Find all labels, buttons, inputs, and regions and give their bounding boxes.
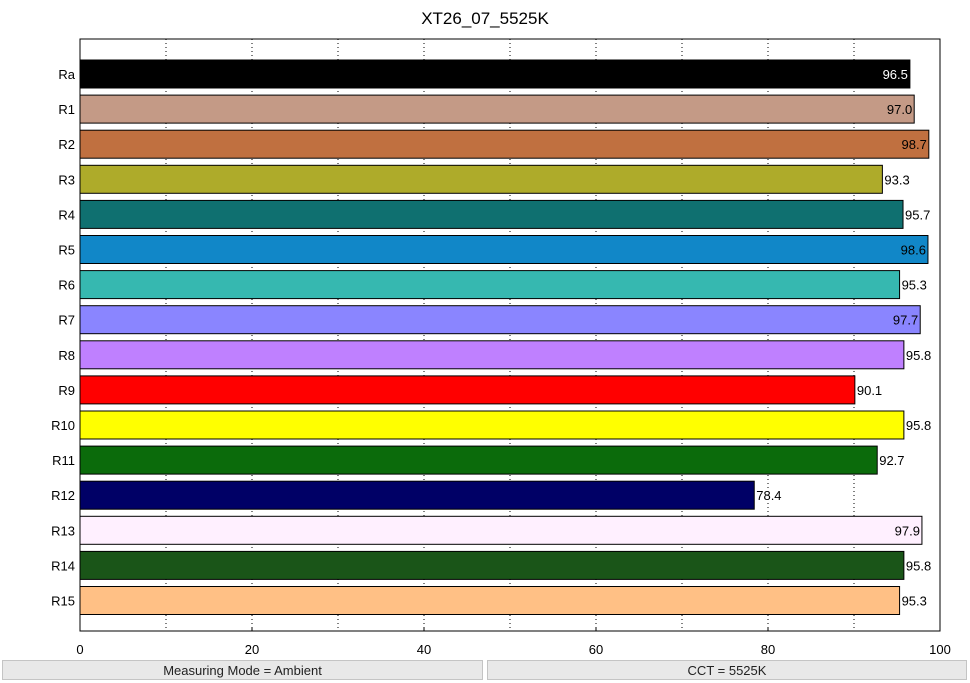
value-label-r4: 95.7: [905, 207, 930, 222]
value-label-r6: 95.3: [902, 278, 927, 293]
bar-r6: [79, 270, 901, 300]
bar-r15: [79, 586, 901, 615]
category-label-r15: R15: [51, 594, 75, 609]
category-label-r1: R1: [58, 102, 75, 117]
category-label-r4: R4: [58, 207, 75, 222]
category-label-r6: R6: [58, 278, 75, 293]
x-tick-label-20: 20: [245, 642, 259, 657]
bar-r1: [79, 94, 915, 124]
x-tick-label-0: 0: [76, 642, 83, 657]
category-label-r11: R11: [52, 453, 75, 468]
bar-r4: [79, 199, 904, 229]
value-label-r10: 95.8: [906, 418, 931, 433]
category-label-r7: R7: [58, 313, 75, 328]
category-labels: Ra R1 R2 R3 R4 R5 R6 R7 R8 R9 R10 R11 R12 R13 R14 R15: [51, 67, 76, 609]
value-label-r9: 90.1: [857, 383, 882, 398]
cct-status: CCT = 5525K: [487, 660, 967, 680]
category-label-r2: R2: [58, 137, 75, 152]
category-label-r3: R3: [58, 172, 75, 187]
bar-ra: [79, 59, 911, 89]
value-label-r12: 78.4: [756, 488, 781, 503]
x-tick-label-80: 80: [761, 642, 775, 657]
bar-r12: [79, 480, 755, 510]
x-axis-ticks: 0 20 40 60 80 100: [76, 627, 951, 657]
bar-r3: [79, 164, 883, 194]
bar-r9: [79, 375, 856, 405]
value-label-r8: 95.8: [906, 348, 931, 363]
category-label-r13: R13: [51, 523, 75, 538]
value-label-r14: 95.8: [906, 558, 931, 573]
measuring-mode-status: Measuring Mode = Ambient: [2, 660, 483, 680]
value-label-r3: 93.3: [884, 172, 909, 187]
x-tick-label-40: 40: [417, 642, 431, 657]
bar-r2: [79, 129, 930, 159]
bar-r10: [79, 410, 905, 440]
category-label-r14: R14: [51, 558, 75, 573]
bars: 96.5 97.0 98.7 93.3 95.7 98.6 95.3 97.7 95.8 90.1…: [79, 59, 931, 615]
status-bar: Measuring Mode = Ambient CCT = 5525K: [0, 659, 970, 683]
bar-r8: [79, 340, 905, 370]
category-label-r9: R9: [58, 383, 75, 398]
chart-title: XT26_07_5525K: [421, 9, 549, 28]
value-label-r13: 97.9: [895, 523, 920, 538]
bar-r14: [79, 550, 905, 580]
value-label-r1: 97.0: [887, 102, 912, 117]
bar-r7: [79, 305, 921, 335]
x-tick-label-60: 60: [589, 642, 603, 657]
category-label-ra: Ra: [58, 67, 75, 82]
gridlines: [165, 39, 855, 631]
category-label-r10: R10: [51, 418, 75, 433]
x-tick-label-100: 100: [929, 642, 951, 657]
value-label-r5: 98.6: [901, 243, 926, 258]
category-label-r8: R8: [58, 348, 75, 363]
value-label-r2: 98.7: [902, 137, 927, 152]
value-label-r7: 97.7: [893, 313, 918, 328]
bar-r13: [79, 515, 923, 545]
bar-r11: [79, 445, 878, 475]
value-label-ra: 96.5: [883, 67, 908, 82]
category-label-r12: R12: [51, 488, 75, 503]
category-label-r5: R5: [58, 243, 75, 258]
value-label-r11: 92.7: [879, 453, 904, 468]
cri-bar-chart: XT26_07_5525K 96.5 97.0 98.7 93.3 95.7 98.6 95…: [51, 9, 951, 657]
value-label-r15: 95.3: [902, 594, 927, 609]
bar-r5: [79, 235, 929, 264]
